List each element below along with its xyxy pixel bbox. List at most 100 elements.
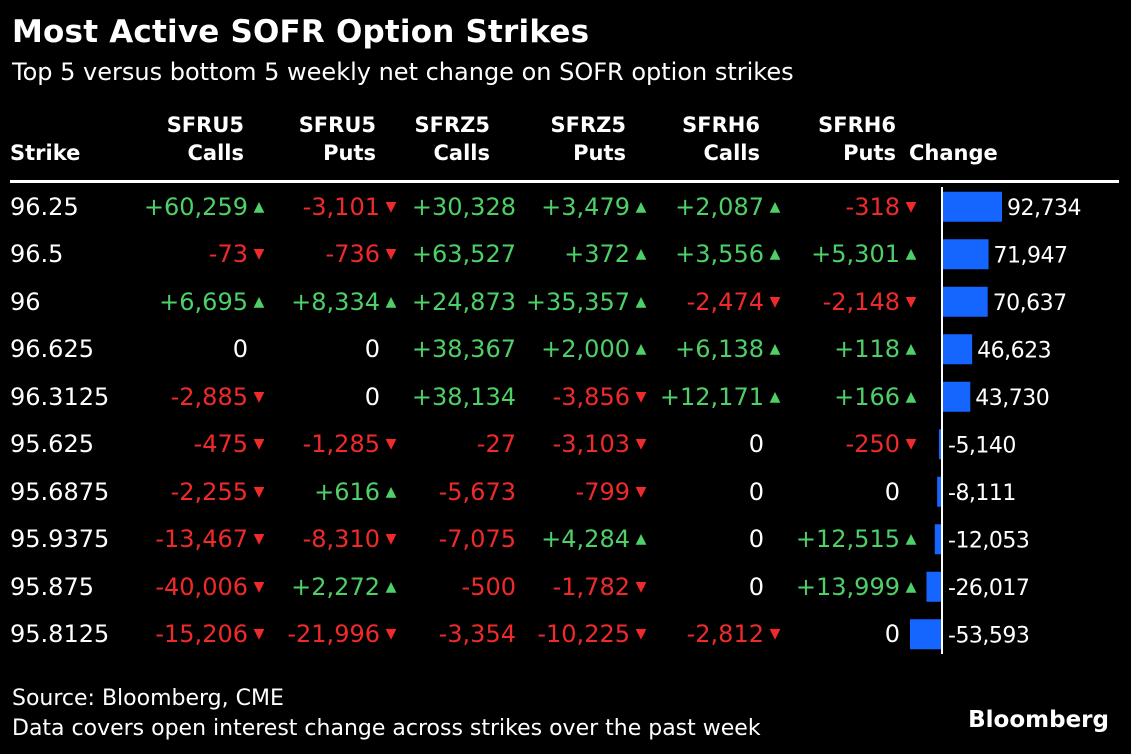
value-label: +12,515 <box>795 525 900 554</box>
header-sfrh6-calls: SFRH6 Calls <box>626 111 760 167</box>
value-cell: -3,856 ▼ <box>516 373 652 421</box>
value-label: -15,206 <box>155 620 248 649</box>
value-label: -1,782 <box>552 572 630 601</box>
value-label: -250 <box>845 430 900 459</box>
value-cell: -2,885 ▼ <box>126 373 270 421</box>
header-line2: Puts <box>323 141 376 165</box>
strike-cell: 95.875 <box>10 572 94 601</box>
value-cell: +63,527 <box>402 231 516 279</box>
up-arrow-icon: ▲ <box>385 293 397 310</box>
header-line2: Calls <box>187 141 244 165</box>
value-label: -2,474 <box>686 287 764 316</box>
value-label: +616 <box>314 477 380 506</box>
value-cell: +118 ▲ <box>786 326 922 374</box>
value-cell: -2,812 ▼ <box>652 611 786 659</box>
change-value-label: -12,053 <box>948 528 1029 553</box>
value-cell: -736 ▼ <box>270 231 402 279</box>
change-bar <box>937 476 942 507</box>
change-bar <box>938 429 942 460</box>
value-label: +8,334 <box>291 287 380 316</box>
value-cell: -27 <box>402 421 516 469</box>
up-arrow-icon: ▲ <box>635 198 647 215</box>
value-label: 0 <box>884 477 900 506</box>
change-bar <box>942 334 973 365</box>
header-strike-label: Strike <box>10 141 81 165</box>
value-cell: -1,782 ▼ <box>516 563 652 611</box>
value-cell: 0▲ <box>786 468 922 516</box>
strike-table-body: 96.25 +60,259 ▲ -3,101 ▼ +30,328 +3,479 ▲ +2,087… <box>10 183 922 658</box>
value-cell: +35,357 ▲ <box>516 278 652 326</box>
header-change-label: Change <box>909 141 998 165</box>
value-cell: +6,695 ▲ <box>126 278 270 326</box>
value-label: +5,301 <box>811 240 900 269</box>
value-cell: 0▲ <box>652 468 786 516</box>
value-cell: +30,328 <box>402 183 516 231</box>
header-line1: SFRH6 <box>818 113 896 137</box>
header-sfrz5-puts: SFRZ5 Puts <box>490 111 626 167</box>
value-cell: -15,206 ▼ <box>126 611 270 659</box>
down-arrow-icon: ▼ <box>635 388 647 405</box>
value-cell: +60,259 ▲ <box>126 183 270 231</box>
change-value-label: 43,730 <box>975 386 1049 411</box>
header-sfrh6-puts: SFRH6 Puts <box>760 111 896 167</box>
up-arrow-icon: ▲ <box>635 531 647 548</box>
header-sfrz5-calls: SFRZ5 Calls <box>376 111 490 167</box>
value-cell: +12,171 ▲ <box>652 373 786 421</box>
up-arrow-icon: ▲ <box>385 483 397 500</box>
value-label: -7,075 <box>438 525 516 554</box>
value-label: -2,148 <box>822 287 900 316</box>
value-cell: 0▲ <box>652 563 786 611</box>
down-arrow-icon: ▼ <box>253 578 265 595</box>
change-bar <box>942 381 971 412</box>
strike-cell: 96.25 <box>10 192 79 221</box>
down-arrow-icon: ▼ <box>635 578 647 595</box>
down-arrow-icon: ▼ <box>253 436 265 453</box>
change-value-label: 46,623 <box>977 338 1051 363</box>
value-label: +63,527 <box>411 240 516 269</box>
table-row: 96.625 0▲0▲ +38,367 +2,000 ▲ +6,138 ▲ +118 ▲ <box>10 326 922 374</box>
value-label: 0 <box>884 620 900 649</box>
value-label: -3,101 <box>302 192 380 221</box>
value-label: +2,000 <box>541 335 630 364</box>
up-arrow-icon: ▲ <box>385 578 397 595</box>
source-text: Source: Bloomberg, CME <box>12 686 284 711</box>
header-line1: SFRU5 <box>166 113 244 137</box>
value-cell: 0▲ <box>652 421 786 469</box>
value-label: +30,328 <box>411 192 516 221</box>
table-row: 95.625 -475 ▼ -1,285 ▼ -27 -3,103 ▼ 0▲ -250 ▼ <box>10 421 922 469</box>
value-cell: +372 ▲ <box>516 231 652 279</box>
up-arrow-icon: ▲ <box>905 388 917 405</box>
value-label: -2,885 <box>170 382 248 411</box>
value-cell: +4,284 ▲ <box>516 516 652 564</box>
down-arrow-icon: ▼ <box>385 198 397 215</box>
value-cell: 0▲ <box>270 373 402 421</box>
down-arrow-icon: ▼ <box>253 531 265 548</box>
header-line2: Puts <box>573 141 626 165</box>
change-value-label: -8,111 <box>948 481 1016 506</box>
value-cell: +8,334 ▲ <box>270 278 402 326</box>
value-label: +35,357 <box>525 287 630 316</box>
change-value-label: 92,734 <box>1007 196 1081 221</box>
value-label: +372 <box>564 240 630 269</box>
value-cell: -3,103 ▼ <box>516 421 652 469</box>
value-label: -27 <box>476 430 516 459</box>
footnote-text: Data covers open interest change across … <box>12 716 761 741</box>
table-row: 96 +6,695 ▲ +8,334 ▲ +24,873 +35,357 ▲ -2,474 ▼ -2… <box>10 278 922 326</box>
value-label: 0 <box>232 335 248 364</box>
value-cell: 0▲ <box>270 326 402 374</box>
table-row: 96.25 +60,259 ▲ -3,101 ▼ +30,328 +3,479 ▲ +2,087… <box>10 183 922 231</box>
change-bar-chart: 92,734 71,947 70,637 46,623 43,730 -5,140 -8,1… <box>910 187 1081 654</box>
value-label: +2,272 <box>291 572 380 601</box>
up-arrow-icon: ▲ <box>769 341 781 358</box>
value-cell: +3,479 ▲ <box>516 183 652 231</box>
change-bar <box>942 239 989 270</box>
header-line2: Calls <box>433 141 490 165</box>
value-label: -500 <box>461 572 516 601</box>
table-row: 95.9375-13,467▼-8,310▼-7,075+4,284▲0▲+12… <box>10 516 922 564</box>
value-cell: +2,000 ▲ <box>516 326 652 374</box>
value-cell: -500 <box>402 563 516 611</box>
value-cell: +12,515 ▲ <box>786 516 922 564</box>
chart-title: Most Active SOFR Option Strikes <box>12 14 590 50</box>
strike-cell: 95.625 <box>10 430 94 459</box>
strike-cell: 95.8125 <box>10 620 110 649</box>
